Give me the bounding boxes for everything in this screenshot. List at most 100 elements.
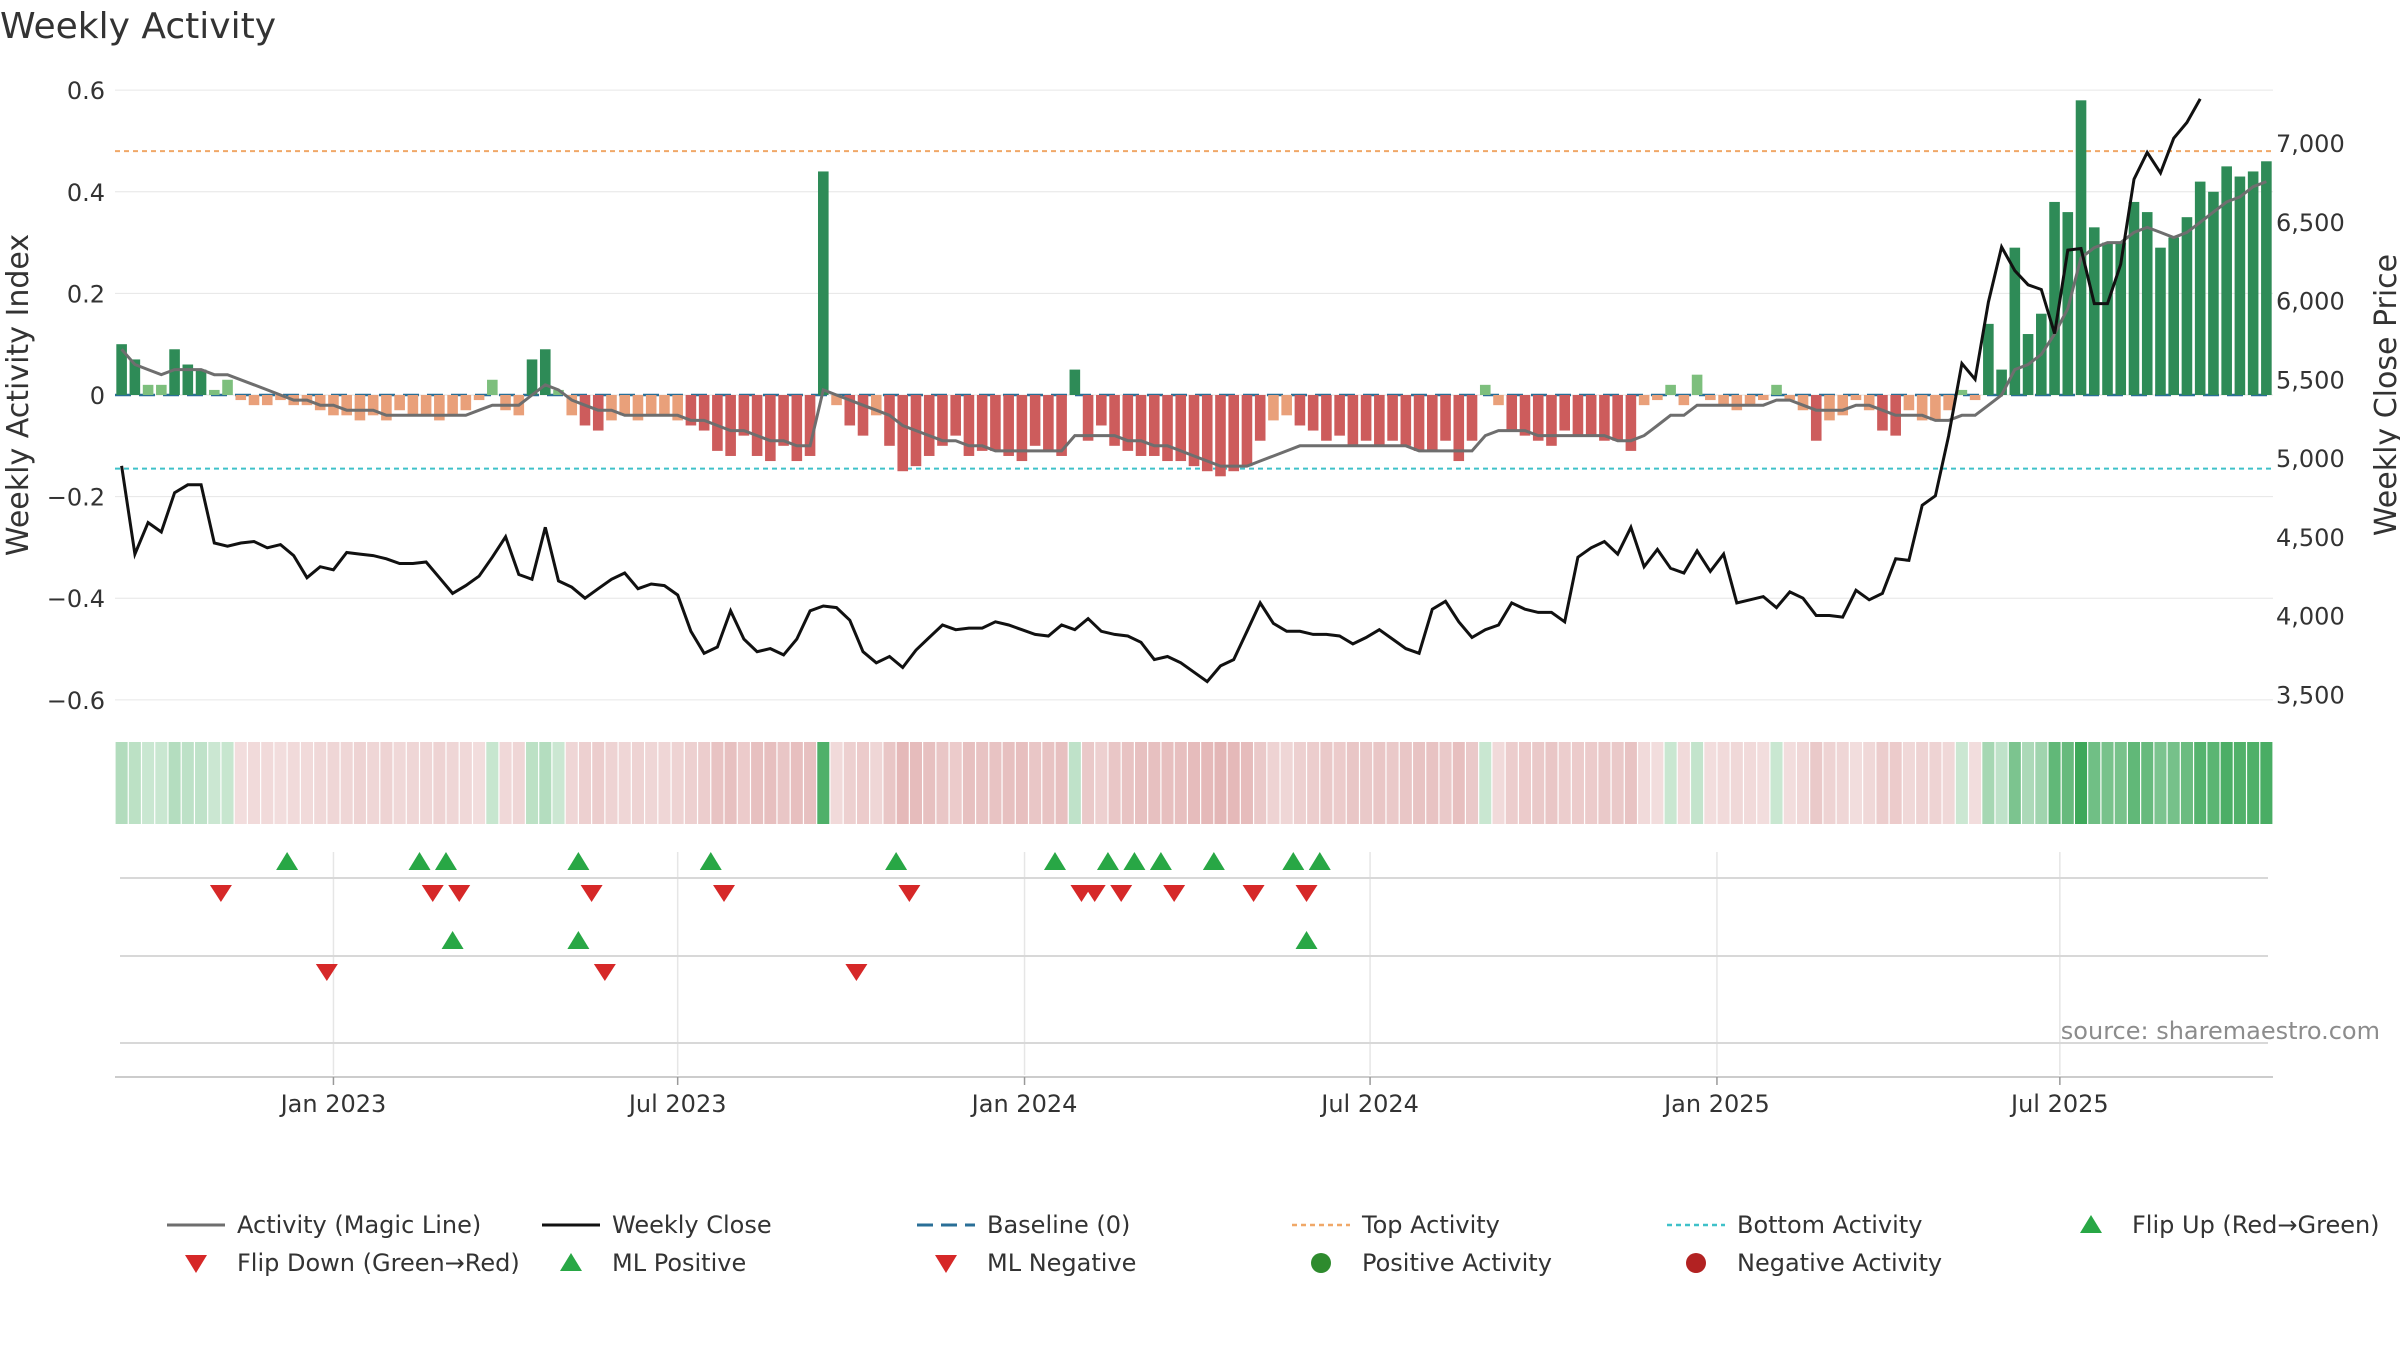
flip-up-marker	[699, 852, 722, 870]
heat-cell	[843, 742, 856, 824]
legend-label: ML Negative	[987, 1249, 1136, 1277]
heat-cell	[1823, 742, 1836, 824]
heat-cell	[724, 742, 737, 824]
activity-bar	[2102, 242, 2113, 395]
heat-cell	[1479, 742, 1492, 824]
heat-cell	[2114, 742, 2127, 824]
activity-bar	[1943, 395, 1954, 411]
activity-bar	[1705, 395, 1716, 401]
heat-cell	[1532, 742, 1545, 824]
flip-down-marker	[1163, 885, 1186, 902]
heat-cell	[1399, 742, 1412, 824]
activity-bar	[1903, 395, 1915, 411]
activity-bar	[500, 395, 511, 411]
heat-cell	[552, 742, 565, 824]
heat-cell	[1333, 742, 1346, 824]
heat-cell	[1174, 742, 1187, 824]
heat-cell	[711, 742, 724, 824]
heat-cell	[2127, 742, 2141, 824]
flip-up-marker	[1308, 852, 1331, 870]
heat-cell	[817, 742, 830, 824]
heat-cell	[261, 742, 274, 824]
activity-bar	[1863, 395, 1875, 411]
flip-up-marker	[434, 852, 457, 870]
heat-cell	[1121, 742, 1134, 824]
heat-cell	[446, 742, 459, 824]
legend-label: Flip Up (Red→Green)	[2132, 1211, 2380, 1239]
activity-bar	[751, 395, 763, 456]
y-axis-left-ticks: 0.6 0.4 0.2 0 −0.2 −0.4 −0.6	[47, 77, 105, 715]
activity-bar	[1599, 395, 1610, 441]
activity-bar	[1744, 395, 1756, 406]
heat-cell	[1135, 742, 1148, 824]
heat-cell	[896, 742, 909, 824]
heat-cell	[671, 742, 684, 824]
activity-bar	[539, 349, 551, 395]
legend-item: Negative Activity	[1686, 1249, 1942, 1277]
heat-cell	[631, 742, 644, 824]
heat-cell	[804, 742, 817, 824]
heat-cell	[1730, 742, 1743, 824]
x-tick-label: Jul 2023	[627, 1090, 727, 1118]
heat-cell	[1982, 742, 1995, 824]
legend-item: Flip Up (Red→Green)	[2080, 1211, 2380, 1239]
heat-cell	[1969, 742, 1982, 824]
heat-cell	[420, 742, 433, 824]
activity-bar	[923, 395, 935, 456]
heat-cell	[1505, 742, 1518, 824]
heat-cell	[976, 742, 989, 824]
activity-bar	[261, 395, 273, 406]
activity-bar	[1387, 395, 1398, 441]
legend-label: Positive Activity	[1362, 1249, 1552, 1277]
weekly-close-line	[120, 98, 2202, 684]
heat-cell	[1942, 742, 1955, 824]
heat-cell	[565, 742, 578, 824]
legend-item: Top Activity	[1292, 1211, 1500, 1239]
activity-bar	[1029, 395, 1041, 446]
legend-item: Positive Activity	[1311, 1249, 1552, 1277]
heat-cell	[1267, 742, 1280, 824]
heat-cell	[168, 742, 181, 824]
activity-bar	[1572, 395, 1584, 436]
activity-bar	[1956, 389, 1968, 395]
heat-cell	[1254, 742, 1267, 824]
activity-bar	[950, 395, 961, 436]
activity-bar	[248, 395, 260, 406]
activity-bar	[208, 389, 220, 395]
activity-bar	[2208, 191, 2219, 395]
legend-item: ML Positive	[560, 1249, 746, 1277]
heat-cell	[2233, 742, 2246, 824]
activity-bar	[1784, 395, 1796, 401]
heat-cell	[1015, 742, 1028, 824]
activity-bar	[2115, 242, 2127, 395]
activity-bar	[1771, 384, 1782, 395]
activity-bar	[1810, 395, 1822, 441]
activity-bar	[2049, 201, 2060, 395]
legend-item: Flip Down (Green→Red)	[185, 1249, 520, 1277]
magic-line	[120, 180, 2267, 468]
x-axis: Jan 2023 Jul 2023 Jan 2024 Jul 2024 Jan 2025…	[115, 1076, 2273, 1118]
activity-bar	[1043, 395, 1054, 451]
activity-bar	[1148, 395, 1160, 456]
activity-bar	[473, 395, 485, 401]
heat-cell	[1783, 742, 1796, 824]
legend-swatch-dot	[1311, 1253, 1331, 1273]
legend-swatch-dot	[1686, 1253, 1706, 1273]
activity-bar	[1268, 395, 1279, 421]
heat-cell	[340, 742, 353, 824]
y-tick-label-right: 3,500	[2276, 681, 2345, 709]
heat-cell	[2048, 742, 2061, 824]
flip-up-marker	[1202, 852, 1225, 870]
flip-down-marker	[1295, 885, 1318, 902]
heat-cell	[1492, 742, 1505, 824]
activity-bar	[394, 395, 405, 411]
activity-bar	[341, 395, 352, 416]
heat-cell	[195, 742, 208, 824]
heat-cell	[208, 742, 221, 824]
activity-bar	[579, 395, 591, 426]
activity-bar	[1334, 395, 1345, 436]
activity-bar	[169, 349, 180, 395]
activity-bar	[1003, 395, 1014, 456]
heat-cell	[1770, 742, 1783, 824]
flip-up-marker	[567, 852, 590, 870]
